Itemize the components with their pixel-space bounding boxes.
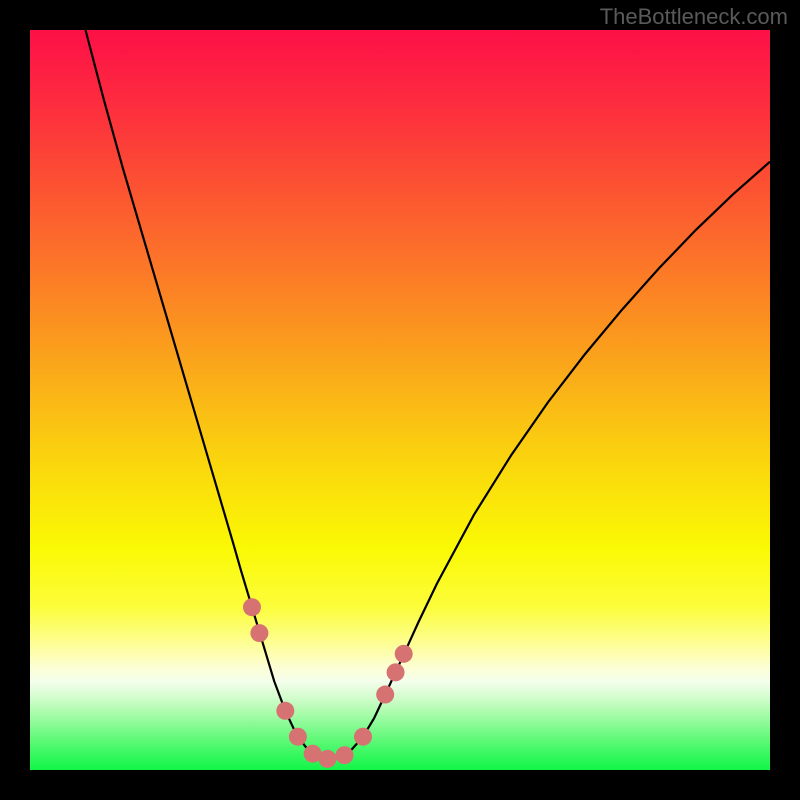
marker-dot (354, 728, 372, 746)
marker-dot (376, 686, 394, 704)
plot-area (30, 30, 770, 770)
bottleneck-curve (86, 30, 771, 759)
marker-dot (243, 598, 261, 616)
marker-dot (395, 645, 413, 663)
marker-dot (336, 746, 354, 764)
curve-markers (243, 598, 413, 768)
curve-layer (30, 30, 770, 770)
marker-dot (318, 750, 336, 768)
watermark-text: TheBottleneck.com (600, 4, 788, 30)
marker-dot (387, 663, 405, 681)
marker-dot (289, 728, 307, 746)
marker-dot (250, 624, 268, 642)
marker-dot (276, 702, 294, 720)
